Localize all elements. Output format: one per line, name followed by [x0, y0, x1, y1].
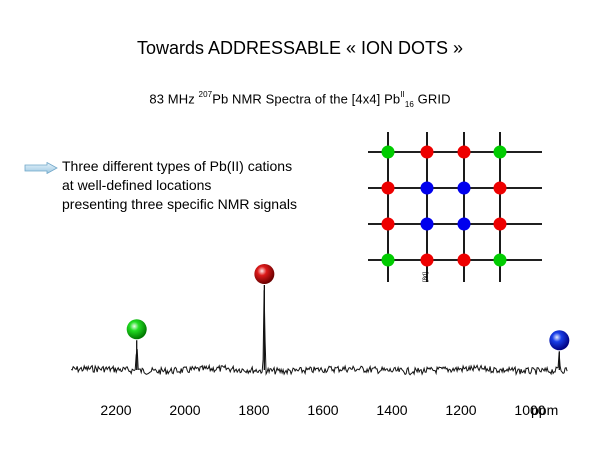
- grid-ion-dot: [457, 253, 471, 267]
- grid-ion-dot: [381, 253, 395, 267]
- subtitle-suffix: GRID: [413, 91, 451, 107]
- x-tick-label: 2000: [169, 402, 200, 418]
- grid-ion-dot: [457, 181, 471, 195]
- peak-markers: [126, 264, 570, 370]
- grid-dots: [381, 145, 507, 267]
- grid-ion-dot: [381, 217, 395, 231]
- oxidation-state: II: [400, 90, 405, 99]
- isotope-mass: 207: [198, 90, 213, 99]
- bullet-line: Three different types of Pb(II) cations: [62, 158, 293, 174]
- x-tick-label: 1400: [376, 402, 407, 418]
- spectrum-trace: [70, 290, 568, 376]
- grid-ion-dot: [381, 181, 395, 195]
- green-sphere-peak-marker: [126, 319, 147, 340]
- axis-tick-labels: 2200 2000 1800 1600 1400 1200 1000: [100, 402, 545, 418]
- x-tick-label: 2200: [100, 402, 131, 418]
- red-sphere-peak-marker: [254, 264, 275, 284]
- grid-ion-dot: [457, 145, 471, 159]
- grid-ion-dot: [493, 253, 507, 267]
- arrow-bullet-icon: [24, 162, 58, 174]
- grid-ion-dot: [420, 181, 434, 195]
- x-tick-label: 1600: [307, 402, 338, 418]
- grid-ion-dot: [420, 253, 434, 267]
- subtitle-prefix: 83 MHz: [149, 91, 199, 107]
- slide-title: Towards ADDRESSABLE « ION DOTS »: [136, 38, 464, 58]
- grid-ion-dot: [420, 217, 434, 231]
- bullet-line: presenting three specific NMR signals: [62, 196, 297, 212]
- x-tick-label: 1000: [514, 402, 545, 418]
- x-tick-label: 1200: [445, 402, 476, 418]
- isotope-symbol: Pb: [212, 91, 229, 107]
- grid-ion-dot: [381, 145, 395, 159]
- grid-label: [8d]: [423, 272, 429, 282]
- spectrum-subtitle: 83 MHz 207Pb NMR Spectra of the [4x4] Pb…: [0, 90, 600, 109]
- grid-ion-dot: [493, 217, 507, 231]
- grid-ion-dot: [493, 145, 507, 159]
- x-axis-label: ppm: [531, 402, 558, 418]
- ion-count: 16: [404, 99, 414, 109]
- grid-ion-dot: [457, 217, 471, 231]
- blue-sphere-peak-marker: [549, 330, 570, 351]
- x-tick-label: 1800: [238, 402, 269, 418]
- bullet-text: Three different types of Pb(II) cations …: [62, 157, 362, 214]
- subtitle-middle: NMR Spectra of the [4x4] Pb: [228, 91, 401, 107]
- grid-ion-dot: [420, 145, 434, 159]
- grid-ion-dot: [493, 181, 507, 195]
- bullet-line: at well-defined locations: [62, 177, 212, 193]
- ion-grid-diagram: [8d]: [368, 132, 542, 282]
